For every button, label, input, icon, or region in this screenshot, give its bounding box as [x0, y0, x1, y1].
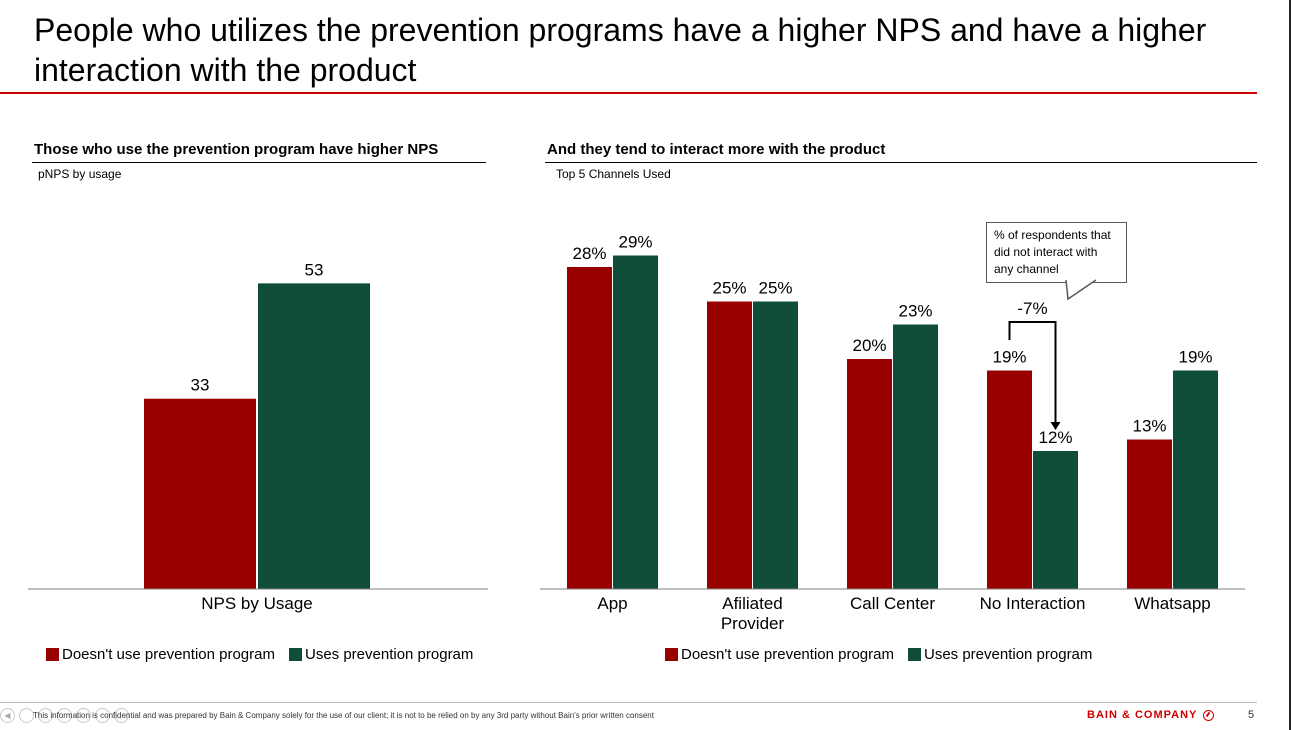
- nav-dot-icon[interactable]: [76, 708, 91, 723]
- slide-title: People who utilizes the prevention progr…: [34, 12, 1207, 88]
- data-label: 12%: [1038, 428, 1072, 447]
- legend-label: Uses prevention program: [304, 646, 474, 663]
- nav-dot-icon[interactable]: [38, 708, 53, 723]
- data-label: 19%: [992, 348, 1026, 367]
- data-label: 53: [305, 260, 324, 279]
- x-tick-label: Call Center: [850, 594, 935, 613]
- bar-no-program: [987, 370, 1032, 589]
- brand-mark-icon: [1203, 709, 1215, 721]
- bar-program: [1173, 370, 1218, 589]
- brand-logo: BAIN & COMPANY: [1087, 709, 1215, 721]
- delta-bracket: [1008, 321, 1057, 424]
- callout-no-interaction: % of respondents that did not interact w…: [986, 222, 1127, 283]
- data-label: 13%: [1132, 417, 1166, 436]
- bar-no-program: [707, 301, 752, 589]
- data-label: 28%: [572, 244, 606, 263]
- legend-swatch-green: [907, 648, 921, 661]
- title-rule: [0, 92, 1257, 94]
- data-label: 20%: [852, 336, 886, 355]
- data-label: 29%: [618, 233, 652, 252]
- nav-dot-icon[interactable]: [114, 708, 129, 723]
- legend-label: Doesn't use prevention program: [62, 646, 275, 663]
- previous-slide-icon[interactable]: ◀: [0, 708, 15, 723]
- nav-dot-icon[interactable]: [57, 708, 72, 723]
- right-legend: Doesn't use prevention program Uses prev…: [665, 646, 1106, 663]
- bar-no-program: [847, 359, 892, 589]
- page-number: 5: [1248, 709, 1255, 721]
- bar-no-program: [1127, 439, 1172, 589]
- legend-label: Doesn't use prevention program: [681, 646, 894, 663]
- bar-program: [1033, 451, 1078, 589]
- legend-label: Uses prevention program: [923, 646, 1093, 663]
- bar-no-program: [144, 398, 256, 589]
- delta-label: -7%: [1017, 299, 1047, 318]
- right-panel-subtitle: Top 5 Channels Used: [556, 167, 671, 181]
- confidentiality-notice: This information is confidential and was…: [33, 711, 654, 720]
- data-label: 25%: [712, 279, 746, 298]
- nav-dot-icon[interactable]: [95, 708, 110, 723]
- data-label: 33: [191, 376, 210, 395]
- window-edge: [1289, 0, 1291, 730]
- bar-program: [258, 283, 370, 589]
- bar-program: [893, 324, 938, 589]
- right-panel-title: And they tend to interact more with the …: [547, 141, 886, 158]
- legend-item-doesnt-use: Doesn't use prevention program: [46, 646, 275, 663]
- legend-swatch-green: [288, 648, 302, 661]
- bar-program: [753, 301, 798, 589]
- left-panel-subtitle: pNPS by usage: [38, 167, 122, 181]
- x-tick-label: Provider: [721, 614, 785, 633]
- data-label: 23%: [898, 302, 932, 321]
- left-legend: Doesn't use prevention program Uses prev…: [46, 646, 487, 663]
- data-label: 25%: [758, 279, 792, 298]
- nps-bar-chart: 33 53 NPS by Usage: [28, 260, 488, 613]
- x-tick-label: Afiliated: [722, 594, 782, 613]
- bar-no-program: [567, 267, 612, 589]
- x-tick-label: NPS by Usage: [201, 594, 313, 613]
- legend-item-uses: Uses prevention program: [288, 646, 474, 663]
- callout-pointer: [1065, 279, 1097, 301]
- right-panel-rule: [545, 162, 1257, 163]
- channels-bar-chart: 28% 25% 20% 19% 13% 29% 25% 23% 12% 19% App Afiliat…: [540, 233, 1245, 633]
- nav-dot-icon[interactable]: [19, 708, 34, 723]
- x-tick-label: App: [597, 594, 627, 613]
- x-tick-label: No Interaction: [980, 594, 1086, 613]
- legend-swatch-red: [665, 648, 678, 661]
- x-tick-label: Whatsapp: [1134, 594, 1211, 613]
- legend-swatch-red: [46, 648, 59, 661]
- left-panel-title: Those who use the prevention program hav…: [34, 141, 439, 158]
- arrow-head-icon: [1050, 422, 1061, 430]
- legend-item-doesnt-use: Doesn't use prevention program: [665, 646, 894, 663]
- brand-name: BAIN & COMPANY: [1087, 709, 1198, 721]
- slide-nav-controls[interactable]: ◀: [0, 708, 129, 723]
- left-panel-rule: [32, 162, 486, 163]
- bar-program: [613, 255, 658, 589]
- data-label: 19%: [1178, 348, 1212, 367]
- footer-rule: [0, 702, 1257, 703]
- legend-item-uses: Uses prevention program: [907, 646, 1093, 663]
